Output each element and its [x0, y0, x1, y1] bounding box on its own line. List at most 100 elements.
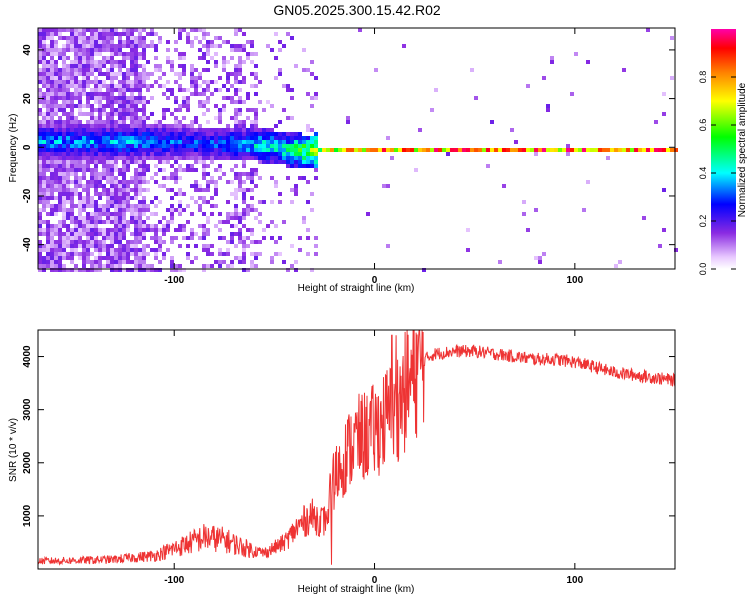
spectrogram-cell — [198, 204, 202, 208]
spectrogram-cell — [174, 80, 178, 84]
spectrogram-cell — [90, 96, 94, 100]
spectrogram-cell — [98, 100, 102, 104]
spectrogram-cell — [250, 140, 254, 144]
spectrogram-cell — [238, 128, 242, 132]
spectrogram-cell — [102, 132, 106, 136]
spectrogram-cell — [210, 156, 214, 160]
spectrogram-cell — [102, 56, 106, 60]
spectrogram-cell — [66, 40, 70, 44]
spectrogram-cell — [102, 172, 106, 176]
spectrogram-cell — [162, 216, 166, 220]
spectrogram-cell — [550, 56, 554, 60]
spectrogram-cell — [102, 232, 106, 236]
spectrogram-cell — [134, 232, 138, 236]
spectrogram-cell — [122, 196, 126, 200]
spectrogram-cell — [166, 140, 170, 144]
spectrogram-cell — [566, 152, 570, 156]
spectrogram-cell — [206, 244, 210, 248]
spectrogram-cell — [534, 256, 538, 260]
spectrogram-cell — [258, 144, 262, 148]
spectrogram-cell — [66, 256, 70, 260]
spectrogram-cell — [298, 160, 302, 164]
spectrogram-cell — [54, 104, 58, 108]
spectrogram-cell — [366, 148, 370, 152]
spectrogram-cell — [82, 196, 86, 200]
spectrogram-cell — [38, 32, 42, 36]
spectrogram-cell — [614, 148, 618, 152]
spectrogram-cell — [214, 36, 218, 40]
spectrogram-cell — [254, 240, 258, 244]
spectrogram-cell — [162, 168, 166, 172]
spectrogram-cell — [42, 136, 46, 140]
spectrogram-cell — [174, 228, 178, 232]
spectrogram-cell — [110, 100, 114, 104]
spectrogram-cell — [74, 264, 78, 268]
spectrogram-cell — [134, 172, 138, 176]
spectrogram-cell — [190, 72, 194, 76]
spectrogram-cell — [78, 40, 82, 44]
spectrogram-cell — [42, 196, 46, 200]
spectrogram-cell — [198, 144, 202, 148]
spectrogram-cell — [114, 248, 118, 252]
spectrogram-cell — [78, 36, 82, 40]
spectrogram-cell — [90, 140, 94, 144]
spectrogram-cell — [126, 156, 130, 160]
spectrogram-cell — [562, 148, 566, 152]
spectrogram-cell — [130, 100, 134, 104]
spectrogram-cell — [50, 64, 54, 68]
spectrogram-cell — [62, 72, 66, 76]
spectrogram-cell — [662, 148, 666, 152]
spectrogram-cell — [66, 172, 70, 176]
spectrogram-cell — [150, 112, 154, 116]
spectrogram-cell — [266, 156, 270, 160]
spectrogram-cell — [370, 148, 374, 152]
spectrogram-cell — [42, 144, 46, 148]
spectrogram-cell — [290, 264, 294, 268]
spectrogram-cell — [86, 152, 90, 156]
spectrogram-cell — [238, 220, 242, 224]
spectrogram-cell — [618, 148, 622, 152]
spectrogram-cell — [42, 116, 46, 120]
spectrogram-cell — [234, 76, 238, 80]
spectrogram-cell — [290, 156, 294, 160]
spectrogram-cell — [94, 84, 98, 88]
spectrogram-cell — [150, 28, 154, 32]
spectrogram-cell — [234, 44, 238, 48]
spectrogram-cell — [150, 44, 154, 48]
spectrogram-cell — [102, 36, 106, 40]
spectrogram-cell — [58, 228, 62, 232]
spectrogram-cell — [94, 60, 98, 64]
spectrogram-cell — [222, 136, 226, 140]
spectrogram-cell — [58, 268, 62, 272]
spectrogram-cell — [138, 84, 142, 88]
spectrogram-cell — [82, 84, 86, 88]
spectrogram-cell — [246, 140, 250, 144]
spectrogram-cell — [170, 188, 174, 192]
spectrogram-cell — [306, 156, 310, 160]
spectrogram-cell — [170, 112, 174, 116]
spectrogram-cell — [254, 216, 258, 220]
spectrogram-cell — [238, 64, 242, 68]
spectrogram-cell — [658, 148, 662, 152]
spectrogram-cell — [318, 148, 322, 152]
spectrogram-cell — [306, 152, 310, 156]
spectrogram-cell — [134, 268, 138, 272]
spectrogram-cell — [50, 188, 54, 192]
spectrogram-cell — [102, 156, 106, 160]
spectrogram-cell — [54, 268, 58, 272]
x-tick-label: -100 — [164, 275, 184, 286]
spectrogram-cell — [82, 68, 86, 72]
spectrogram-cell — [114, 136, 118, 140]
spectrogram-cell — [146, 88, 150, 92]
spectrogram-cell — [90, 252, 94, 256]
spectrogram-cell — [210, 144, 214, 148]
spectrogram-cell — [66, 112, 70, 116]
spectrogram-cell — [114, 160, 118, 164]
spectrogram-cell — [178, 176, 182, 180]
spectrogram-cell — [110, 204, 114, 208]
spectrogram-cell — [178, 32, 182, 36]
spectrogram-cell — [462, 148, 466, 152]
spectrogram-cell — [94, 140, 98, 144]
spectrogram-cell — [174, 120, 178, 124]
spectrogram-cell — [142, 64, 146, 68]
